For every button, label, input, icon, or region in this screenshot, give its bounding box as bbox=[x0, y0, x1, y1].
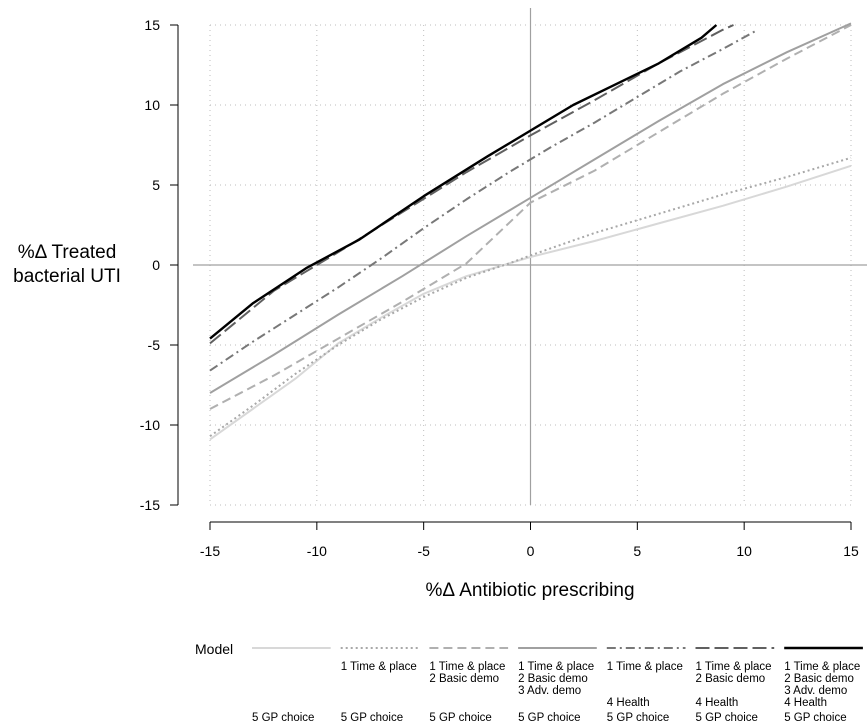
legend-entry-text: 1 Time & place bbox=[784, 661, 860, 673]
legend-entry-text: 3 Adv. demo bbox=[518, 685, 581, 697]
series-line-2 bbox=[209, 156, 852, 438]
series-line-5 bbox=[209, 30, 756, 372]
legend-entry-text: 5 GP choice bbox=[429, 712, 491, 724]
legend-entry-text: 5 GP choice bbox=[696, 712, 758, 724]
legend-entry-text: 2 Basic demo bbox=[696, 673, 766, 685]
x-tick-label: -5 bbox=[417, 543, 430, 559]
axes: -15 -10 -5 0 5 10 15 -15 -10 -5 0 5 10 15 bbox=[140, 17, 859, 559]
legend-entry-text: 2 Basic demo bbox=[518, 673, 588, 685]
legend-entry-text: 5 GP choice bbox=[252, 712, 314, 724]
y-axis-title-line2: bacterial UTI bbox=[13, 266, 121, 287]
y-axis-title-line1: %Δ Treated bbox=[18, 242, 117, 263]
series-line-7 bbox=[209, 24, 718, 340]
y-tick-label: 10 bbox=[144, 97, 160, 113]
legend-entry-text: 1 Time & place bbox=[341, 661, 417, 673]
legend-entry-text: 1 Time & place bbox=[696, 661, 772, 673]
legend-entry-text: 3 Adv. demo bbox=[784, 685, 847, 697]
y-tick-label: -15 bbox=[140, 497, 160, 513]
legend-entry-text: 2 Basic demo bbox=[784, 673, 854, 685]
legend-entry-text: 2 Basic demo bbox=[429, 673, 499, 685]
x-axis-title: %Δ Antibiotic prescribing bbox=[425, 580, 634, 601]
series-line-3 bbox=[209, 24, 852, 410]
y-tick-label: -10 bbox=[140, 417, 160, 433]
legend-entry-text: 5 GP choice bbox=[784, 712, 846, 724]
y-tick-label: 15 bbox=[144, 17, 160, 33]
legend-entry-text: 1 Time & place bbox=[518, 661, 594, 673]
legend-entry-text: 5 GP choice bbox=[518, 712, 580, 724]
legend-title: Model bbox=[195, 641, 233, 657]
legend-entry-text: 5 GP choice bbox=[341, 712, 403, 724]
series-lines bbox=[209, 22, 852, 441]
legend-entry-text: 4 Health bbox=[607, 697, 650, 709]
series-line-6 bbox=[209, 24, 734, 345]
x-tick-label: 0 bbox=[527, 543, 535, 559]
legend: Model 5 GP choice 1 Time & place 5 GP choi… bbox=[195, 641, 863, 724]
y-tick-label: 5 bbox=[152, 177, 160, 193]
legend-entry-text: 5 GP choice bbox=[607, 712, 669, 724]
x-tick-label: -15 bbox=[200, 543, 220, 559]
legend-entry-text: 1 Time & place bbox=[429, 661, 505, 673]
series-line-4 bbox=[209, 22, 852, 394]
x-tick-label: 15 bbox=[843, 543, 859, 559]
x-tick-label: 5 bbox=[633, 543, 641, 559]
legend-entry-text: 4 Health bbox=[696, 697, 739, 709]
y-tick-label: -5 bbox=[148, 337, 161, 353]
x-tick-label: 10 bbox=[736, 543, 752, 559]
legend-entry-text: 4 Health bbox=[784, 697, 827, 709]
x-tick-label: -10 bbox=[307, 543, 327, 559]
y-tick-label: 0 bbox=[152, 257, 160, 273]
legend-entry-text: 1 Time & place bbox=[607, 661, 683, 673]
